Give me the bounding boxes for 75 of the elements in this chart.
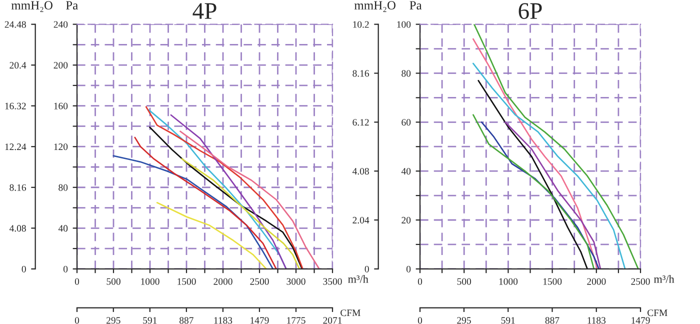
y-tick-label: 60 (402, 119, 411, 126)
y2-tick-label: 8.16 (352, 70, 370, 77)
y-tick-label: 40 (401, 168, 411, 175)
x2-tick-label: 887 (180, 317, 194, 324)
x-tick-label: 3000 (286, 278, 306, 285)
x2-tick-label: 591 (143, 317, 157, 324)
x2-axis-title: CFM (648, 310, 668, 316)
y2-tick-label: 16.32 (5, 102, 26, 110)
y2-axis-title: mmH₂O (11, 1, 52, 12)
line-series (156, 202, 267, 269)
y2-tick-label: 2.04 (352, 216, 370, 224)
x2-tick-label: 1775 (287, 317, 306, 324)
x-tick-label: 2000 (214, 278, 232, 285)
line-series (472, 38, 598, 269)
y-axis-title: Pa (410, 1, 422, 10)
line-series (180, 130, 320, 269)
y2-tick-label: 24.48 (4, 21, 26, 28)
x-tick-label: 500 (457, 278, 472, 285)
x-axis-title: m³/h (654, 275, 674, 283)
y-tick-label: 240 (54, 21, 68, 28)
y-tick-label: 200 (54, 62, 68, 69)
y2-tick-label: 8.16 (10, 184, 26, 191)
y2-tick-label: 4.08 (352, 168, 369, 175)
x-tick-label: 0 (74, 278, 80, 285)
y-tick-label: 120 (54, 144, 68, 150)
x2-tick-label: 295 (106, 317, 120, 324)
y2-tick-label: 0 (22, 266, 26, 272)
x-tick-label: 1500 (178, 278, 196, 285)
y-tick-label: 40 (58, 225, 68, 232)
line-series (134, 136, 277, 269)
x2-tick-label: 0 (418, 317, 422, 324)
x2-tick-label: 1479 (250, 317, 269, 324)
line-series (478, 80, 588, 269)
y-tick-label: 80 (58, 184, 68, 191)
x-tick-label: 3500 (323, 278, 342, 285)
x2-tick-label: 1183 (588, 317, 606, 324)
y2-tick-label: 6.12 (352, 119, 369, 126)
x-tick-label: 2000 (587, 278, 606, 285)
line-series (472, 62, 626, 269)
line-series (504, 121, 602, 269)
line-series (170, 114, 287, 269)
y-tick-label: 100 (397, 21, 411, 28)
y2-tick-label: 0 (364, 266, 369, 272)
x2-axis-title: CFM (340, 310, 360, 316)
x-tick-label: 2500 (631, 278, 650, 285)
x-axis-title: m³/h (348, 275, 368, 283)
x2-tick-label: 2071 (323, 317, 342, 324)
x2-tick-label: 0 (74, 317, 80, 324)
x2-tick-label: 295 (457, 317, 471, 324)
x-tick-label: 0 (418, 278, 422, 285)
y-tick-label: 160 (54, 102, 68, 110)
x2-tick-label: 1479 (632, 317, 650, 324)
y2-tick-label: 20.4 (10, 62, 26, 69)
y2-tick-label: 12.24 (5, 144, 26, 150)
x-tick-label: 500 (106, 278, 120, 285)
y2-axis-title: mmH₂O (354, 1, 396, 12)
y-axis-title: Pa (66, 1, 78, 10)
x-tick-label: 1000 (499, 278, 518, 285)
y-tick-label: 0 (63, 266, 68, 272)
y-tick-label: 80 (402, 70, 411, 77)
x-tick-label: 1500 (543, 278, 562, 285)
x2-tick-label: 887 (545, 317, 560, 324)
x2-tick-label: 591 (501, 317, 515, 324)
chart-title: 6P (518, 3, 542, 19)
y2-tick-label: 4.08 (9, 225, 26, 232)
line-series (149, 126, 303, 269)
y-tick-label: 0 (406, 266, 411, 272)
y2-tick-label: 10.2 (353, 21, 369, 28)
line-series (181, 158, 300, 269)
x-tick-label: 2500 (250, 278, 269, 285)
x-tick-label: 1000 (141, 278, 160, 285)
line-series (112, 155, 274, 269)
chart-title: 4P (192, 3, 216, 19)
x2-tick-label: 1183 (214, 317, 232, 324)
y-tick-label: 20 (402, 216, 411, 224)
